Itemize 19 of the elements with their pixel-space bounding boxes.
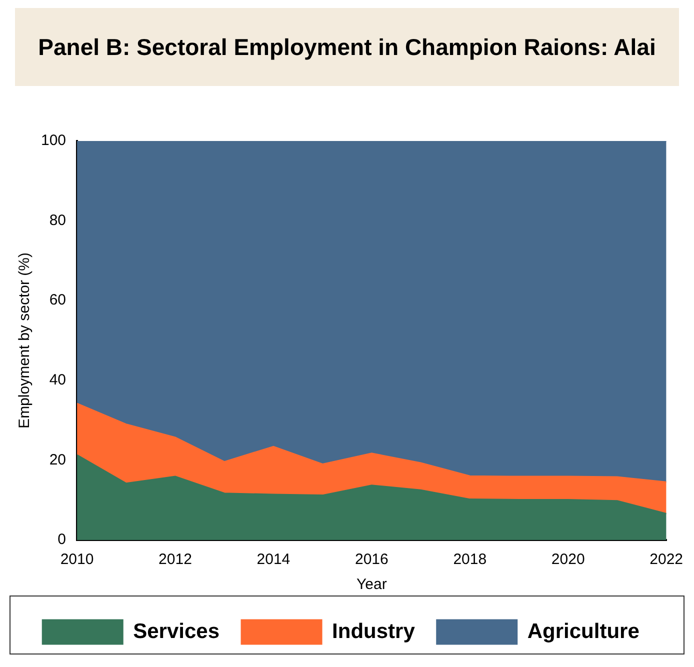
x-tick-label: 2012 (158, 551, 192, 568)
x-tick-label: 2014 (256, 551, 290, 568)
legend-label: Agriculture (527, 620, 640, 643)
x-axis-title: Year (356, 576, 387, 594)
y-tick-label: 80 (49, 212, 66, 229)
y-axis-title: Employment by sector (%) (16, 252, 34, 428)
x-tick-label: 2010 (60, 551, 94, 568)
legend-label: Services (133, 620, 220, 643)
y-tick-label: 20 (49, 451, 66, 468)
y-tick-label: 100 (40, 132, 66, 150)
x-tick-label: 2020 (551, 551, 585, 568)
x-tick-label: 2022 (650, 551, 684, 568)
legend-label: Industry (332, 620, 416, 643)
y-tick-label: 60 (49, 292, 66, 309)
y-tick-label: 40 (49, 372, 66, 389)
x-tick-label: 2016 (354, 551, 388, 568)
x-tick-label: 2018 (453, 551, 487, 568)
y-tick-label: 0 (58, 531, 66, 548)
chart-title: Panel B: Sectoral Employment in Champion Raions: Alai (15, 8, 679, 86)
